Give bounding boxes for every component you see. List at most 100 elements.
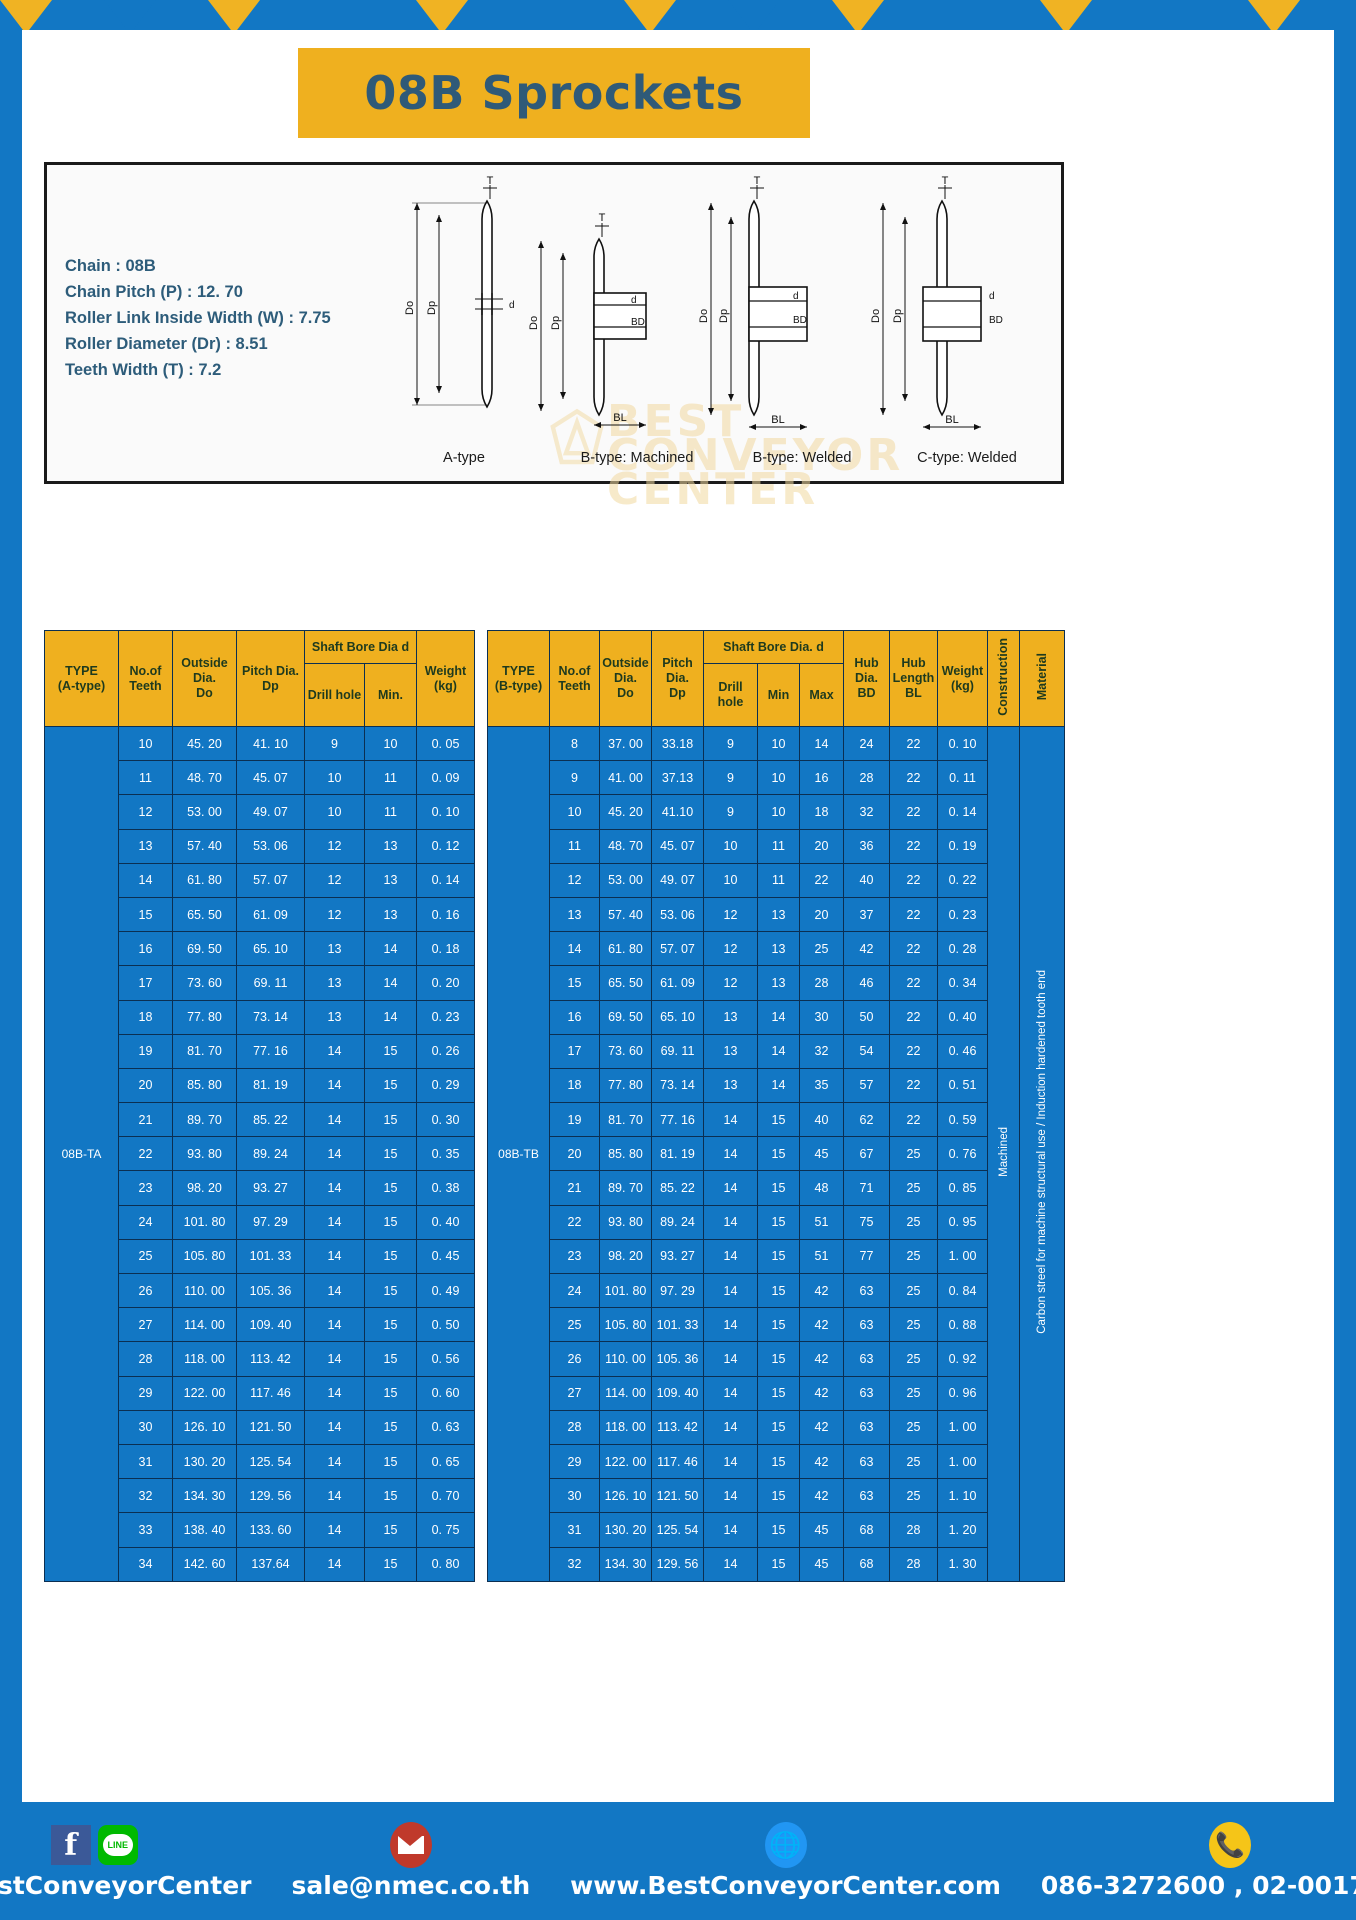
website-url[interactable]: www.BestConveyorCenter.com (570, 1871, 1001, 1900)
chevron-shape (520, 0, 572, 34)
th-b-hubl-sub: BL (905, 686, 922, 700)
th-a-outside-dia: Outside Dia. Do (172, 630, 237, 727)
cell-value: 15 (757, 1272, 800, 1309)
cell-value: 130. 20 (172, 1443, 237, 1480)
table-row: 30 126. 10 121. 50 14 15 0. 63 (45, 1409, 475, 1445)
cell-value: 15 (364, 1307, 417, 1343)
cell-construction: Machined (987, 726, 1020, 1582)
cell-value: 32 (549, 1546, 600, 1582)
cell-value: 14 (118, 862, 173, 898)
cell-value: 34 (118, 1546, 173, 1582)
table-row: 15 65. 50 61. 09 12 13 0. 16 (45, 896, 475, 933)
cell-value: 45 (799, 1512, 844, 1548)
cell-value: 17 (118, 965, 173, 1001)
cell-value: 0. 11 (937, 760, 988, 796)
svg-text:d: d (509, 300, 515, 311)
cell-value: 22 (889, 794, 938, 830)
th-b-hubd-mid: Dia. (855, 671, 878, 685)
footer-social-group[interactable]: f LINE @BestConveyorCenter (0, 1822, 252, 1900)
email-address[interactable]: sale@nmec.co.th (291, 1871, 531, 1900)
facebook-icon[interactable]: f (50, 1825, 91, 1865)
cell-value: 13 (703, 1033, 758, 1069)
cell-value: 14 (703, 1102, 758, 1138)
cell-value: 0. 50 (416, 1307, 475, 1343)
table-row: 17 73. 60 69. 11 13 14 0. 20 (45, 965, 475, 1001)
cell-value: 1. 10 (937, 1478, 988, 1514)
cell-value: 57. 40 (599, 896, 652, 933)
cell-value: 0. 46 (937, 1033, 988, 1069)
svg-text:BL: BL (613, 412, 626, 424)
facebook-handle[interactable]: @BestConveyorCenter (0, 1871, 252, 1900)
table-row: 16 69. 50 65. 10 13 14 0. 18 (45, 931, 475, 967)
line-icon[interactable]: LINE (97, 1825, 138, 1865)
cell-value: 138. 40 (172, 1512, 237, 1548)
phone-icon[interactable]: 📞 (1208, 1822, 1251, 1868)
cell-value: 110. 00 (172, 1272, 237, 1309)
cell-value: 63 (843, 1443, 890, 1480)
cell-value: 0. 12 (416, 828, 475, 864)
cell-value: 109. 40 (651, 1375, 704, 1411)
cell-value: 16 (549, 999, 600, 1035)
cell-value: 10 (549, 794, 600, 830)
cell-value: 14 (757, 1033, 800, 1069)
table-row: 16 69. 50 65. 10 13 14 30 50 22 0. 40 (488, 999, 1065, 1035)
cell-value: 13 (549, 896, 600, 933)
cell-value: 12 (304, 896, 365, 933)
cell-value: 22 (889, 725, 938, 762)
cell-value: 19 (118, 1033, 173, 1069)
cell-value: 0. 59 (937, 1102, 988, 1138)
svg-text:Dp: Dp (892, 309, 904, 323)
globe-icon[interactable]: 🌐 (764, 1822, 807, 1868)
chevron-shape (312, 0, 364, 34)
th-a-type: TYPE (A-type) (44, 630, 119, 727)
cell-value: 23 (549, 1238, 600, 1275)
cell-value: 101. 33 (651, 1307, 704, 1343)
cell-value: 15 (757, 1170, 800, 1206)
th-b-pd-mid: Dia. (666, 671, 689, 685)
email-icon[interactable] (389, 1822, 432, 1868)
footer-phone-group[interactable]: 📞 086-3272600 , 02-0017766 (1041, 1822, 1356, 1900)
footer-email-group[interactable]: sale@nmec.co.th (291, 1822, 531, 1900)
cell-value: 0. 45 (416, 1238, 475, 1275)
table-a-type: TYPE (A-type) No.of Teeth Outside Dia. D… (44, 630, 475, 1582)
cell-value: 63 (843, 1478, 890, 1514)
cell-value: 0. 51 (937, 1067, 988, 1104)
cell-value: 101. 33 (236, 1238, 305, 1275)
cell-value: 134. 30 (172, 1478, 237, 1514)
cell-value: 101. 80 (599, 1272, 652, 1309)
table-row: 25 105. 80 101. 33 14 15 42 63 25 0. 88 (488, 1307, 1065, 1343)
table-b-type: TYPE (B-type) No.of Teeth Outside Dia. D… (487, 630, 1065, 1582)
cell-value: 42 (799, 1375, 844, 1411)
cell-value: 22 (889, 760, 938, 796)
footer-website-group[interactable]: 🌐 www.BestConveyorCenter.com (570, 1822, 1001, 1900)
cell-value: 1. 00 (937, 1443, 988, 1480)
cell-value: 62 (843, 1102, 890, 1138)
page-title-text: 08B Sprockets (364, 66, 744, 120)
chevron-shape (208, 0, 260, 34)
cell-value: 46 (843, 965, 890, 1001)
chevron-shape (832, 0, 884, 34)
phone-numbers[interactable]: 086-3272600 , 02-0017766 (1040, 1871, 1356, 1900)
cell-value: 0. 65 (416, 1443, 475, 1480)
cell-value: 45 (799, 1136, 844, 1172)
cell-value: 14 (304, 1067, 365, 1104)
th-b-weight-main: Weight (941, 663, 984, 678)
cell-value: 13 (364, 896, 417, 933)
th-b-construction: Construction (987, 630, 1020, 727)
cell-value: 0. 10 (937, 725, 988, 762)
cell-value: 134. 30 (599, 1546, 652, 1582)
cell-value: 81. 70 (172, 1033, 237, 1069)
spec-pitch: Chain Pitch (P) : 12. 70 (65, 283, 243, 301)
svg-text:BD: BD (989, 315, 1003, 326)
svg-text:BL: BL (945, 414, 958, 426)
cell-value: 0. 35 (416, 1136, 475, 1172)
th-a-weight-sub: (kg) (434, 678, 457, 693)
svg-text:Dp: Dp (718, 309, 730, 323)
svg-text:T: T (942, 175, 949, 187)
cell-value: 13 (118, 828, 173, 864)
th-b-teeth: No.of Teeth (549, 630, 600, 727)
cell-value: 8 (549, 725, 600, 762)
cell-value: 28 (549, 1409, 600, 1445)
cell-value: 28 (118, 1341, 173, 1377)
